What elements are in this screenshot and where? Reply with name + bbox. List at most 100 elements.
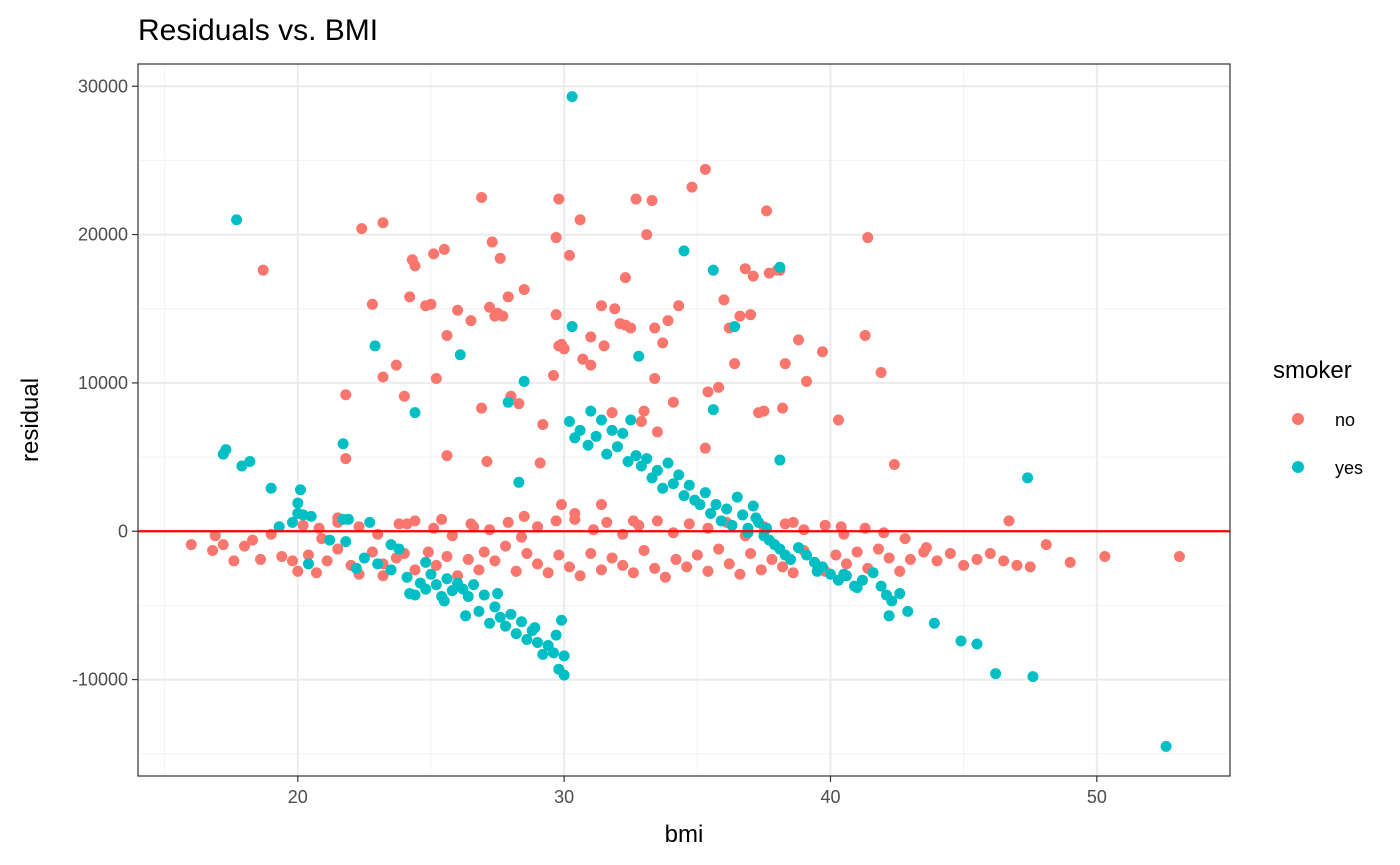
point-yes-139 xyxy=(404,588,416,600)
x-axis-title: bmi xyxy=(665,821,704,848)
point-no-150 xyxy=(734,568,746,580)
point-no-139 xyxy=(617,559,629,571)
point-yes-137 xyxy=(460,610,472,622)
point-no-99 xyxy=(217,539,229,551)
point-yes-91 xyxy=(902,605,914,617)
point-yes-22 xyxy=(518,375,530,387)
point-yes-56 xyxy=(683,479,695,491)
point-yes-124 xyxy=(521,634,533,646)
point-yes-126 xyxy=(532,637,544,648)
point-no-146 xyxy=(691,549,703,561)
point-yes-44 xyxy=(622,456,634,468)
point-no-37 xyxy=(550,232,562,244)
point-yes-150 xyxy=(838,568,850,580)
point-no-130 xyxy=(521,548,533,559)
legend-key-no xyxy=(1292,413,1304,425)
point-yes-25 xyxy=(633,350,645,362)
point-yes-99 xyxy=(372,558,384,570)
point-yes-42 xyxy=(611,441,623,453)
point-no-76 xyxy=(734,310,746,322)
point-yes-43 xyxy=(617,427,629,439)
point-yes-76 xyxy=(793,542,805,554)
point-yes-136 xyxy=(492,588,504,600)
point-yes-37 xyxy=(585,405,597,417)
x-tick-label-0: 20 xyxy=(288,787,308,807)
point-yes-68 xyxy=(747,500,759,512)
point-no-227 xyxy=(835,521,847,533)
point-yes-15 xyxy=(342,513,354,525)
point-no-4 xyxy=(366,298,378,310)
point-no-178 xyxy=(1099,550,1111,562)
point-yes-93 xyxy=(955,635,967,647)
y-axis-title: residual xyxy=(17,378,44,462)
point-no-128 xyxy=(500,540,512,552)
point-no-93 xyxy=(862,232,874,244)
point-yes-86 xyxy=(875,580,887,592)
point-no-196 xyxy=(587,524,599,536)
point-no-36 xyxy=(547,370,559,381)
point-no-88 xyxy=(793,334,805,346)
point-yes-63 xyxy=(721,503,733,515)
point-no-73 xyxy=(718,294,730,306)
point-no-141 xyxy=(638,545,650,557)
point-yes-101 xyxy=(393,543,405,555)
point-no-77 xyxy=(739,263,751,275)
point-no-174 xyxy=(1011,559,1023,571)
point-yes-122 xyxy=(510,628,522,640)
point-no-153 xyxy=(766,553,778,565)
point-no-86 xyxy=(777,402,789,414)
point-yes-21 xyxy=(513,476,525,488)
point-yes-131 xyxy=(555,614,567,626)
point-no-71 xyxy=(702,386,714,398)
point-no-176 xyxy=(1040,539,1052,551)
point-no-119 xyxy=(409,564,421,576)
point-no-57 xyxy=(635,415,647,427)
point-no-152 xyxy=(755,564,767,576)
point-yes-31 xyxy=(774,454,786,466)
point-no-125 xyxy=(473,564,485,576)
point-yes-100 xyxy=(385,564,397,576)
point-yes-94 xyxy=(971,638,983,650)
point-no-131 xyxy=(532,558,544,570)
point-yes-65 xyxy=(731,491,743,503)
point-no-217 xyxy=(569,507,581,519)
point-no-160 xyxy=(840,558,852,570)
point-no-70 xyxy=(699,442,711,454)
point-no-201 xyxy=(667,527,679,539)
point-yes-33 xyxy=(563,415,575,427)
axis-ticks: 20 30 40 50 -10000 0 10000 20000 30000 xyxy=(72,76,1107,807)
point-no-18 xyxy=(441,450,453,462)
point-yes-30 xyxy=(774,261,786,273)
point-no-39 xyxy=(553,193,565,205)
point-no-98 xyxy=(209,530,221,542)
point-yes-133 xyxy=(558,650,570,662)
point-yes-147 xyxy=(742,527,754,539)
point-no-161 xyxy=(851,546,863,558)
point-yes-60 xyxy=(705,507,717,519)
point-no-209 xyxy=(819,519,831,531)
point-no-220 xyxy=(518,510,530,522)
point-no-1 xyxy=(340,389,352,401)
point-yes-26 xyxy=(678,245,690,257)
y-tick-label-0: -10000 xyxy=(72,670,128,690)
legend-label-no: no xyxy=(1335,410,1355,430)
point-yes-36 xyxy=(582,439,594,451)
legend: smoker no yes xyxy=(1273,357,1363,478)
point-no-200 xyxy=(651,515,663,527)
point-no-19 xyxy=(452,304,464,316)
point-no-28 xyxy=(494,252,506,264)
point-no-117 xyxy=(390,552,402,564)
point-yes-48 xyxy=(641,453,653,465)
point-no-192 xyxy=(516,531,528,543)
point-yes-119 xyxy=(494,611,506,623)
point-no-110 xyxy=(321,555,333,567)
point-no-47 xyxy=(585,331,597,343)
point-no-142 xyxy=(649,562,661,574)
point-no-65 xyxy=(662,315,674,327)
point-yes-3 xyxy=(236,460,248,472)
point-no-48 xyxy=(595,300,607,312)
point-yes-27 xyxy=(707,264,719,276)
point-yes-64 xyxy=(726,519,738,531)
panel-border xyxy=(137,63,1231,777)
point-yes-142 xyxy=(385,539,397,551)
